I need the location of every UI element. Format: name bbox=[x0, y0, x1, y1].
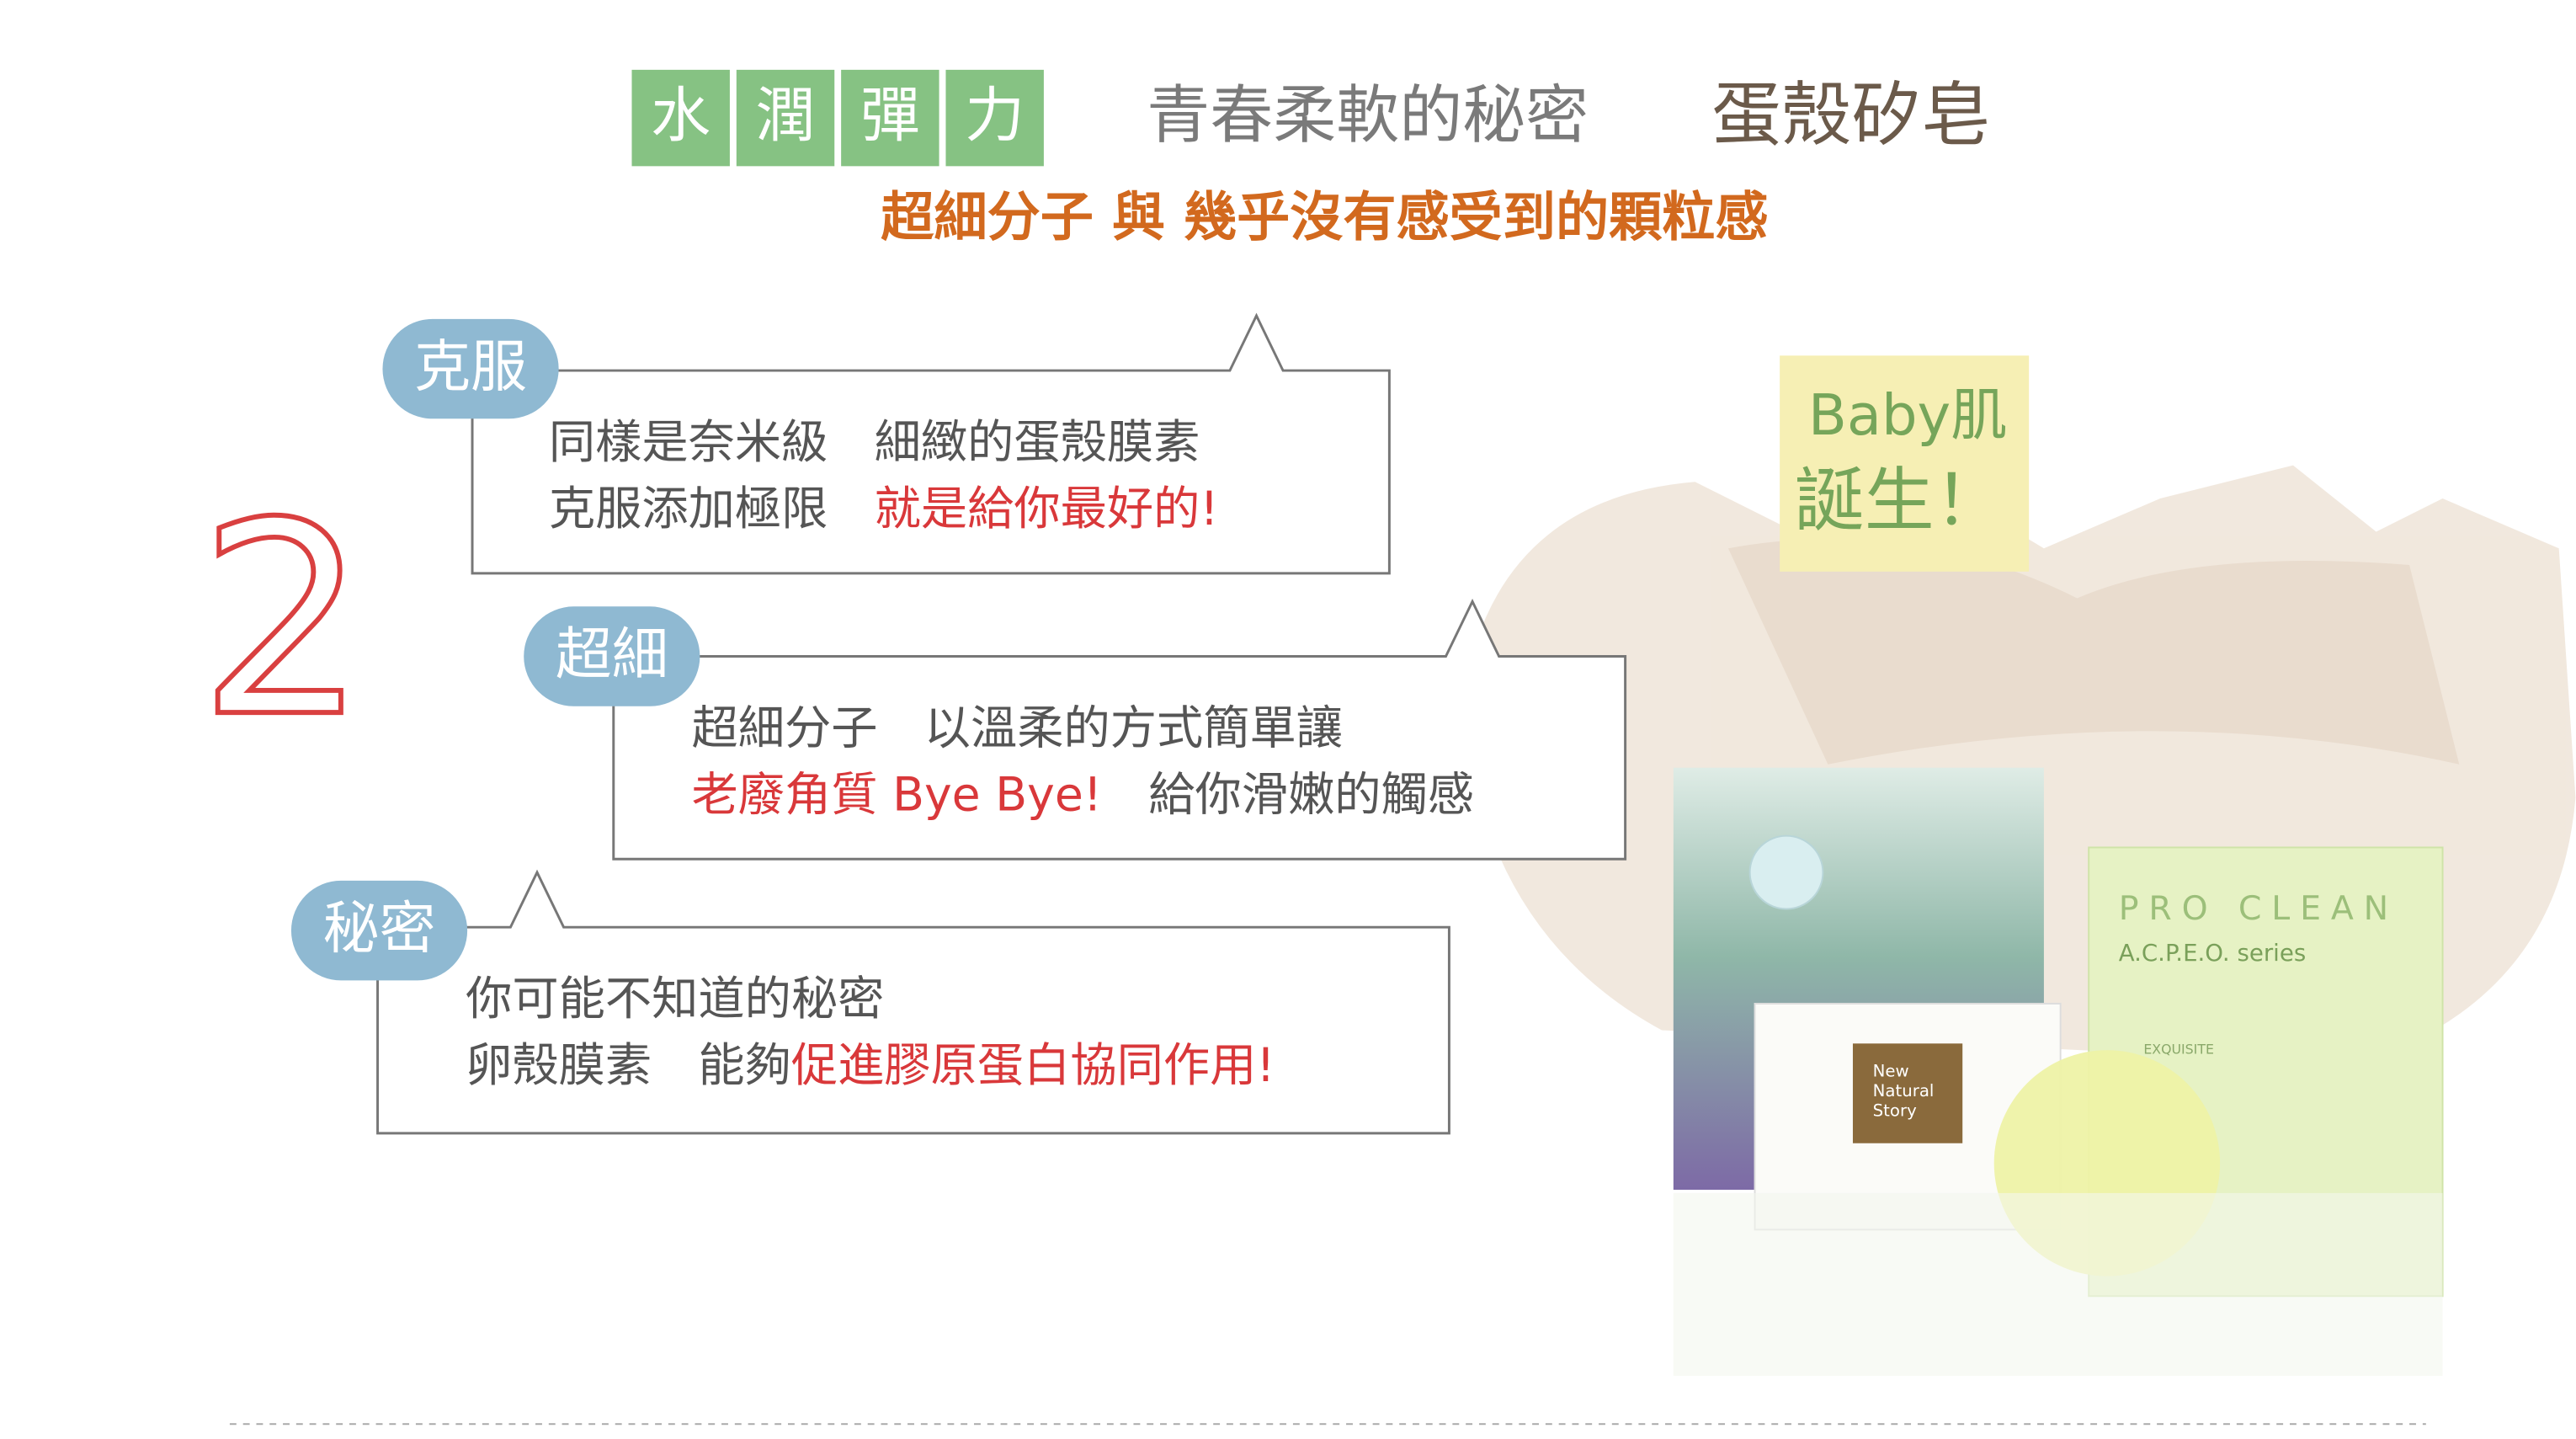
tag-pill bbox=[524, 606, 700, 706]
badge-row: 水潤彈力 bbox=[631, 69, 1044, 167]
line-segment: 就是給你最好的! bbox=[875, 482, 1219, 536]
badge-char: 水 bbox=[651, 81, 711, 151]
badge-square bbox=[841, 69, 939, 167]
bubble-outline bbox=[612, 598, 1627, 861]
card-text: Natural bbox=[1873, 1081, 1935, 1101]
bubble-line: 卵殼膜素 能夠促進膠原蛋白協同作用! bbox=[466, 1039, 1275, 1093]
package-brand: PRO CLEAN bbox=[2119, 889, 2398, 928]
line-segment: 同樣是奈米級 細緻的蛋殼膜素 bbox=[549, 416, 1200, 470]
line-segment: 卵殼膜素 能夠 bbox=[466, 1039, 791, 1093]
line-segment: 超細分子 以溫柔的方式簡單讓 bbox=[692, 701, 1344, 755]
line-segment: 老廢角質 Bye Bye! bbox=[692, 768, 1102, 822]
bubble-line: 你可能不知道的秘密 bbox=[466, 973, 884, 1026]
badge-square bbox=[631, 69, 730, 167]
line-segment: 促進膠原蛋白協同作用! bbox=[791, 1039, 1275, 1093]
package-series: A.C.P.E.O. series bbox=[2119, 939, 2307, 967]
badge-text: 誕生！ bbox=[1795, 460, 2004, 541]
badge-square bbox=[945, 69, 1044, 167]
subtitle: 超細分子 與 幾乎沒有感受到的顆粒感 bbox=[881, 186, 1768, 248]
badge-square bbox=[736, 69, 835, 167]
card-text: New bbox=[1873, 1061, 1909, 1080]
line-segment: 給你滑嫩的觸感 bbox=[1102, 768, 1474, 822]
tag-pill bbox=[290, 880, 468, 981]
card-text: Story bbox=[1873, 1101, 1917, 1121]
line-segment: 你可能不知道的秘密 bbox=[466, 973, 884, 1026]
tag-text: 克服 bbox=[414, 334, 527, 400]
badge-char: 潤 bbox=[756, 81, 816, 151]
badge-char: 力 bbox=[965, 81, 1025, 151]
bubble-line: 克服添加極限 就是給你最好的! bbox=[549, 482, 1219, 536]
tagline: 青春柔軟的秘密 bbox=[1147, 78, 1589, 152]
package-label: EXQUISITE bbox=[2143, 1042, 2214, 1058]
line-segment: 克服添加極限 bbox=[549, 482, 875, 536]
badge-text: Baby肌 bbox=[1808, 382, 2007, 448]
product-name: 蛋殼矽皂 bbox=[1711, 74, 1991, 156]
badge-char: 彈 bbox=[860, 81, 920, 151]
tag-pill bbox=[382, 318, 559, 419]
bubble-line: 超細分子 以溫柔的方式簡單讓 bbox=[692, 701, 1344, 755]
tag-text: 超細 bbox=[556, 621, 668, 687]
product-photo: PRO CLEAN A.C.P.E.O. series New Natural … bbox=[1673, 767, 2444, 1377]
bubble-line: 老廢角質 Bye Bye! 給你滑嫩的觸感 bbox=[692, 768, 1474, 822]
bubble-line: 同樣是奈米級 細緻的蛋殼膜素 bbox=[549, 416, 1200, 470]
tag-text: 秘密 bbox=[322, 896, 435, 962]
bubble-outline bbox=[376, 869, 1450, 1135]
section-number: 2 bbox=[199, 466, 368, 775]
bubble-outline bbox=[471, 312, 1391, 575]
badge-box bbox=[1780, 355, 2030, 572]
